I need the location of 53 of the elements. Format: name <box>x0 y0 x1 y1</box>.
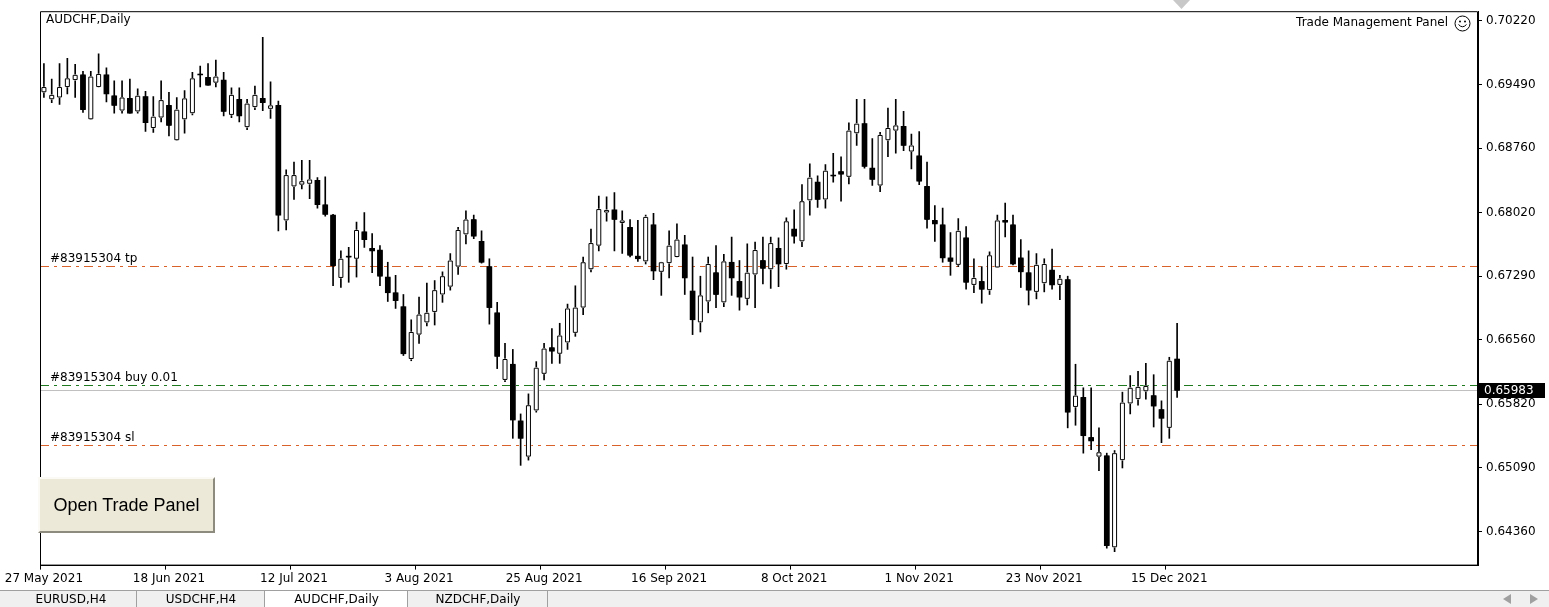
x-tick-label: 25 Aug 2021 <box>505 570 583 585</box>
candlestick <box>369 233 375 274</box>
candlestick <box>298 159 305 190</box>
candlestick <box>892 98 899 154</box>
x-tick-label: 12 Jul 2021 <box>260 570 328 585</box>
ref-line-label: #83915304 tp <box>50 250 138 265</box>
x-tick-label: 3 Aug 2021 <box>384 570 454 585</box>
y-tick-label: 0.70220 <box>1486 12 1536 27</box>
candlestick <box>259 37 266 111</box>
candlestick <box>1143 363 1149 400</box>
text: AUDCHF,Daily <box>294 592 379 606</box>
ref-line-label: #83915304 buy 0.01 <box>50 369 178 384</box>
y-tick-label: 0.69490 <box>1486 76 1536 91</box>
panel-button[interactable] <box>38 477 215 533</box>
candlestick <box>619 210 626 254</box>
x-tick-label: 8 Oct 2021 <box>760 570 828 585</box>
annotation: Open Trade Panel <box>53 494 200 516</box>
candlestick <box>760 236 766 285</box>
candlestick <box>971 258 977 294</box>
x-tick-label: 15 Dec 2021 <box>1130 570 1208 585</box>
x-tick-label: 18 Jun 2021 <box>132 570 206 585</box>
y-tick-label: 0.67290 <box>1486 268 1536 283</box>
x-tick-label: 16 Sep 2021 <box>631 570 708 585</box>
y-tick-label: 0.68020 <box>1486 204 1536 219</box>
candlestick <box>1088 387 1094 450</box>
candlestick <box>549 328 555 364</box>
y-tick-label: 0.65820 <box>1486 396 1536 411</box>
candlestick <box>791 209 797 244</box>
candlestick <box>853 98 860 146</box>
text: NZDCHF,Daily <box>435 592 521 606</box>
y-tick-label: 0.65090 <box>1486 460 1536 475</box>
candlestick <box>838 156 844 202</box>
candlestick <box>1096 427 1102 471</box>
x-tick-label: 23 Nov 2021 <box>1005 570 1083 585</box>
candlestick <box>932 205 938 242</box>
candlestick <box>1002 202 1009 238</box>
candlestick <box>869 138 876 186</box>
ref-line-label: 0.65983 <box>1484 382 1534 397</box>
ref-line-label: #83915304 sl <box>50 429 135 444</box>
candlestick <box>72 64 78 98</box>
y-tick-label: 0.68760 <box>1486 140 1536 155</box>
text: EURUSD,H4 <box>35 592 107 606</box>
candlestick <box>978 266 985 304</box>
candlestick <box>635 220 641 262</box>
x-tick-label: 1 Nov 2021 <box>884 570 954 585</box>
annotation: Trade Management Panel <box>1295 15 1448 30</box>
candlestick <box>48 78 55 104</box>
chart-title: AUDCHF,Daily <box>46 12 131 27</box>
y-tick-label: 0.66560 <box>1486 331 1536 346</box>
text: USDCHF,H4 <box>165 592 237 606</box>
y-tick-label: 0.64360 <box>1486 523 1536 538</box>
x-tick-label: 27 May 2021 <box>4 570 84 585</box>
tab[interactable] <box>265 591 408 607</box>
